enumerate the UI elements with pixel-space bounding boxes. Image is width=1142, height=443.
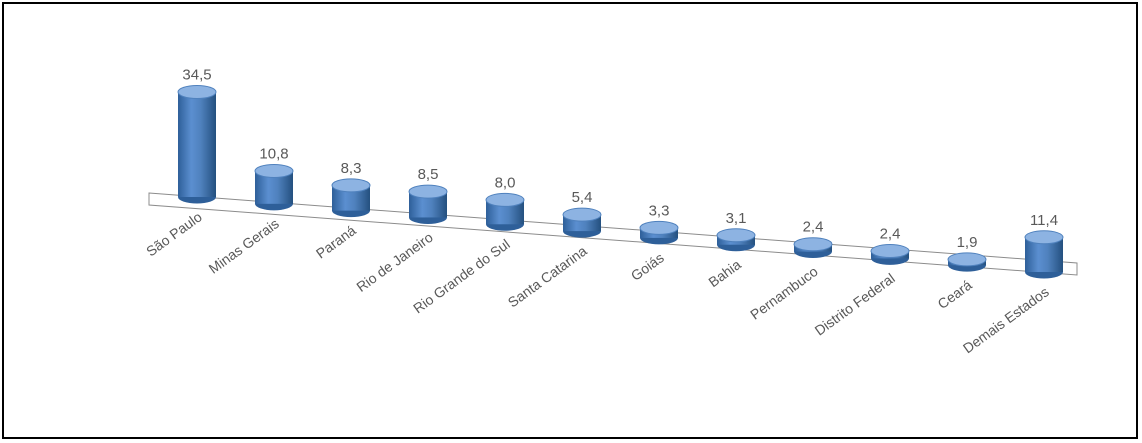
bar-goi-s — [639, 220, 679, 245]
category-label-minas-gerais: Minas Gerais — [206, 215, 282, 276]
bar-distrito-federal — [870, 244, 910, 265]
bar-demais-estados — [1024, 230, 1064, 279]
bar-rio-de-janeiro — [408, 184, 448, 224]
category-label-s-o-paulo: São Paulo — [143, 208, 205, 259]
value-label-bahia: 3,1 — [726, 210, 747, 227]
bar-paran- — [331, 178, 371, 218]
category-label-pernambuco: Pernambuco — [747, 263, 821, 323]
value-label-distrito-federal: 2,4 — [880, 226, 901, 243]
value-label-goi-s: 3,3 — [649, 202, 670, 219]
value-label-pernambuco: 2,4 — [803, 219, 824, 236]
value-label-rio-grande-do-sul: 8,0 — [495, 174, 516, 191]
bar-pernambuco — [793, 237, 833, 259]
bar-cear- — [947, 252, 987, 272]
bar-bahia — [716, 228, 756, 252]
bar-minas-gerais — [254, 163, 294, 211]
category-label-cear-: Ceará — [935, 277, 975, 312]
category-label-rio-de-janeiro: Rio de Janeiro — [353, 229, 436, 295]
cylinder-bar-chart: 34,510,88,3 8,5 8,05,43,3 3,12,4 2,4 1,911,4 … — [143, 67, 1078, 356]
category-label-demais-estados: Demais Estados — [960, 283, 1052, 356]
value-label-minas-gerais: 10,8 — [259, 145, 288, 162]
bars-group — [177, 85, 1064, 279]
category-label-paran-: Paraná — [313, 222, 359, 262]
value-label-rio-de-janeiro: 8,5 — [418, 166, 439, 183]
category-label-goi-s: Goiás — [628, 249, 667, 283]
value-label-cear-: 1,9 — [957, 234, 978, 251]
category-label-distrito-federal: Distrito Federal — [812, 270, 898, 339]
value-label-santa-catarina: 5,4 — [572, 189, 593, 206]
value-label-paran-: 8,3 — [341, 160, 362, 177]
bar-s-o-paulo — [177, 85, 217, 204]
category-label-santa-catarina: Santa Catarina — [505, 242, 590, 310]
value-labels-group: 34,5 10,8 8,3 8,5 8,0 5,4 3,3 3,1 2,4 2,4 1,9 11,4 — [182, 67, 1058, 251]
bar-rio-grande-do-sul — [485, 192, 525, 231]
category-label-bahia: Bahia — [705, 256, 744, 290]
value-label-demais-estados: 11,4 — [1030, 212, 1058, 229]
value-label-s-o-paulo: 34,5 — [182, 67, 211, 84]
bar-santa-catarina — [562, 207, 602, 238]
chart-floor — [148, 192, 1078, 276]
